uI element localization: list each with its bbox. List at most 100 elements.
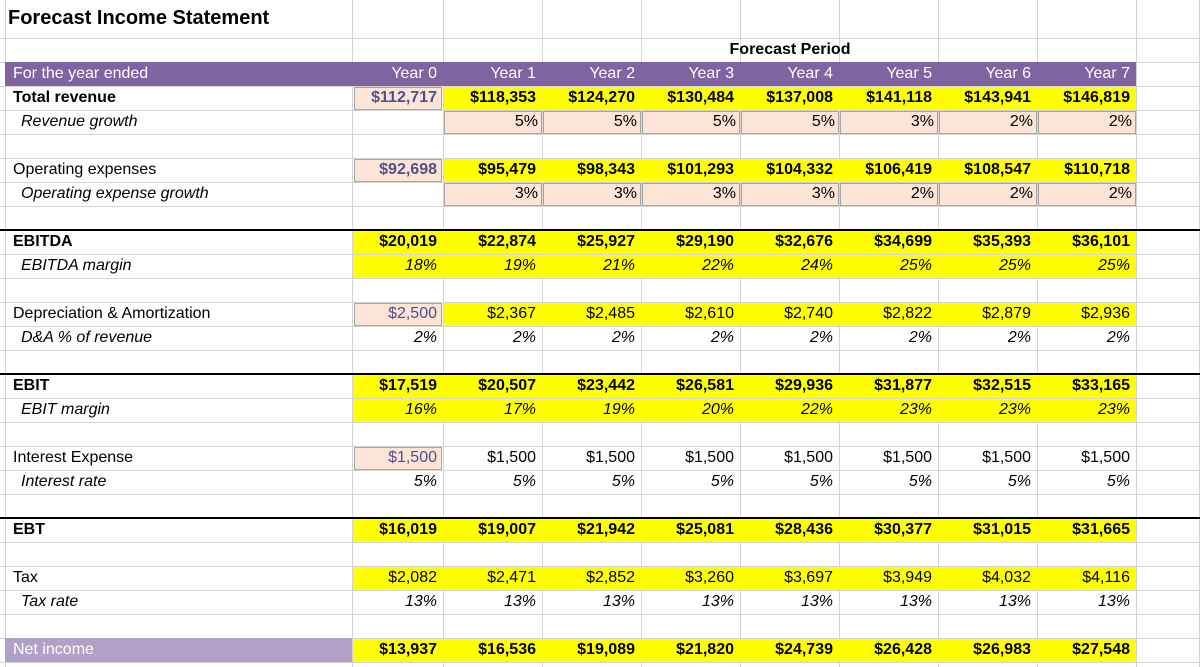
value-cell[interactable]: $1,500 <box>586 449 635 466</box>
value-cell[interactable]: $31,877 <box>874 377 932 394</box>
value-cell[interactable] <box>352 182 443 206</box>
value-cell[interactable]: 2% <box>710 329 734 346</box>
value-cell[interactable]: $95,479 <box>478 161 536 178</box>
value-cell[interactable]: $34,699 <box>874 233 932 250</box>
value-cell[interactable]: 3% <box>910 113 934 130</box>
value-cell[interactable]: $2,936 <box>1081 305 1130 322</box>
value-cell[interactable]: 25% <box>998 257 1031 274</box>
value-cell[interactable]: $1,500 <box>883 449 932 466</box>
value-cell[interactable]: 5% <box>611 473 635 490</box>
value-cell[interactable]: $106,419 <box>865 161 932 178</box>
value-cell[interactable]: $20,019 <box>379 233 437 250</box>
value-cell[interactable]: $27,548 <box>1072 641 1130 658</box>
value-cell[interactable]: 25% <box>1097 257 1130 274</box>
value-cell[interactable]: 17% <box>503 401 536 418</box>
value-cell[interactable]: 23% <box>998 401 1031 418</box>
value-cell[interactable]: 22% <box>800 401 833 418</box>
value-cell[interactable]: $33,165 <box>1072 377 1130 394</box>
value-cell[interactable]: 5% <box>712 113 736 130</box>
value-cell[interactable]: 13% <box>602 593 635 610</box>
value-cell[interactable]: 19% <box>503 257 536 274</box>
value-cell[interactable]: $29,936 <box>775 377 833 394</box>
value-cell[interactable]: $26,581 <box>676 377 734 394</box>
value-cell[interactable]: $124,270 <box>568 89 635 106</box>
value-cell[interactable]: 2% <box>809 329 833 346</box>
value-cell[interactable]: 3% <box>811 185 835 202</box>
value-cell[interactable]: $32,676 <box>775 233 833 250</box>
value-cell[interactable]: 23% <box>899 401 932 418</box>
value-cell[interactable]: 3% <box>514 185 538 202</box>
value-cell[interactable]: 5% <box>811 113 835 130</box>
value-cell[interactable]: $20,507 <box>478 377 536 394</box>
value-cell[interactable]: 2% <box>1007 329 1031 346</box>
value-cell[interactable]: 13% <box>503 593 536 610</box>
value-cell[interactable]: $3,949 <box>883 569 932 586</box>
value-cell[interactable]: $2,740 <box>784 305 833 322</box>
value-cell[interactable]: $29,190 <box>676 233 734 250</box>
value-cell[interactable]: $2,822 <box>883 305 932 322</box>
value-cell[interactable]: 20% <box>701 401 734 418</box>
value-cell[interactable]: $13,937 <box>379 641 437 658</box>
value-cell[interactable]: $26,428 <box>874 641 932 658</box>
value-cell[interactable]: $2,610 <box>685 305 734 322</box>
value-cell[interactable]: $1,500 <box>487 449 536 466</box>
value-cell[interactable]: 2% <box>1108 113 1132 130</box>
value-cell[interactable]: $21,942 <box>577 521 635 538</box>
value-cell[interactable]: $104,332 <box>766 161 833 178</box>
value-cell[interactable]: $17,519 <box>379 377 437 394</box>
value-cell[interactable]: $3,260 <box>685 569 734 586</box>
value-cell[interactable]: 18% <box>404 257 437 274</box>
value-cell[interactable]: 2% <box>1009 185 1033 202</box>
value-cell[interactable]: $3,697 <box>784 569 833 586</box>
value-cell[interactable]: 21% <box>602 257 635 274</box>
value-cell[interactable]: $16,019 <box>379 521 437 538</box>
value-cell[interactable]: 23% <box>1097 401 1130 418</box>
value-cell[interactable]: 22% <box>701 257 734 274</box>
value-cell[interactable]: $1,500 <box>784 449 833 466</box>
value-cell[interactable]: 2% <box>611 329 635 346</box>
value-cell[interactable]: $118,353 <box>470 89 536 106</box>
value-cell[interactable]: $4,032 <box>982 569 1031 586</box>
value-cell[interactable]: $2,500 <box>388 305 437 322</box>
value-cell[interactable]: 2% <box>512 329 536 346</box>
value-cell[interactable]: 5% <box>1007 473 1031 490</box>
value-cell[interactable]: $31,015 <box>973 521 1031 538</box>
value-cell[interactable]: $21,820 <box>676 641 734 658</box>
value-cell[interactable]: $32,515 <box>973 377 1031 394</box>
value-cell[interactable]: $22,874 <box>478 233 536 250</box>
value-cell[interactable]: 2% <box>910 185 934 202</box>
value-cell[interactable]: $108,547 <box>964 161 1031 178</box>
value-cell[interactable]: 25% <box>899 257 932 274</box>
value-cell[interactable]: 5% <box>613 113 637 130</box>
value-cell[interactable]: 2% <box>1108 185 1132 202</box>
value-cell[interactable]: 13% <box>998 593 1031 610</box>
value-cell[interactable]: 24% <box>800 257 833 274</box>
value-cell[interactable]: $141,118 <box>866 89 932 106</box>
value-cell[interactable]: $26,983 <box>973 641 1031 658</box>
value-cell[interactable]: $2,082 <box>388 569 437 586</box>
value-cell[interactable]: 5% <box>1106 473 1130 490</box>
value-cell[interactable] <box>352 110 443 134</box>
value-cell[interactable]: $2,471 <box>487 569 536 586</box>
value-cell[interactable]: $2,852 <box>586 569 635 586</box>
value-cell[interactable]: 3% <box>712 185 736 202</box>
value-cell[interactable]: 2% <box>1009 113 1033 130</box>
value-cell[interactable]: 5% <box>809 473 833 490</box>
value-cell[interactable]: 13% <box>404 593 437 610</box>
value-cell[interactable]: $19,007 <box>478 521 536 538</box>
value-cell[interactable]: $2,367 <box>487 305 536 322</box>
value-cell[interactable]: $36,101 <box>1072 233 1130 250</box>
value-cell[interactable]: 16% <box>404 401 437 418</box>
value-cell[interactable]: 19% <box>602 401 635 418</box>
value-cell[interactable]: $92,698 <box>379 161 437 178</box>
value-cell[interactable]: $4,116 <box>1082 569 1130 586</box>
value-cell[interactable]: 5% <box>908 473 932 490</box>
value-cell[interactable]: $110,718 <box>1064 161 1130 178</box>
value-cell[interactable]: 13% <box>899 593 932 610</box>
value-cell[interactable]: $112,717 <box>371 89 437 106</box>
value-cell[interactable]: $16,536 <box>478 641 536 658</box>
value-cell[interactable]: 3% <box>613 185 637 202</box>
value-cell[interactable]: 5% <box>512 473 536 490</box>
value-cell[interactable]: $30,377 <box>874 521 932 538</box>
